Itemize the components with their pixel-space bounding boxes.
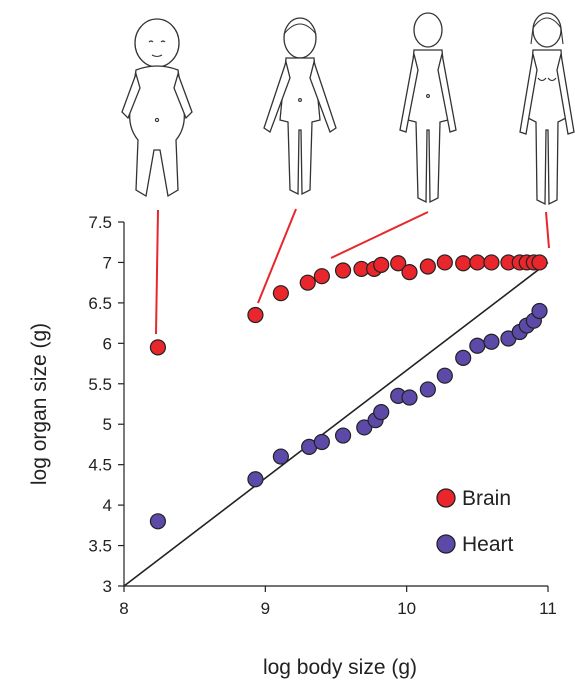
brain-point [390,255,407,272]
y-tick-label: 5.5 [88,375,112,394]
y-tick-label: 4.5 [88,456,112,475]
x-tick-label: 10 [397,599,416,618]
x-axis-ticks: 8 9 10 11 [119,586,557,618]
brain-point [401,264,418,281]
brain-point [436,254,453,271]
legend: Brain Heart [436,487,514,556]
heart-point [483,333,500,350]
heart-point [401,389,418,406]
x-tick-label: 8 [119,599,128,618]
legend-label-heart: Heart [462,533,514,556]
legend-marker-heart [436,534,456,554]
heart-point [455,349,472,366]
brain-point [272,285,289,302]
y-tick-label: 6 [103,334,112,353]
heart-point [272,448,289,465]
heart-point [313,433,330,451]
brain-point [483,254,500,271]
brain-point [469,254,486,271]
heart-point [373,403,390,421]
heart-point [334,427,352,444]
y-tick-label: 5 [103,415,112,434]
y-tick-label: 7 [103,253,112,272]
data-points [149,254,548,530]
callout-lines [155,208,550,335]
brain-point [419,258,436,275]
heart-point [469,337,486,354]
brain-point [299,274,316,291]
reference-line [123,261,549,587]
x-axis-title: log body size (g) [263,656,417,679]
brain-point [334,262,352,279]
heart-point [419,381,436,398]
heart-point [531,302,548,320]
child-figure-icon [263,17,337,196]
brain-point [373,256,390,273]
brain-point [247,306,264,324]
heart-point [247,471,264,488]
y-tick-label: 4 [103,496,112,515]
adolescent-figure-icon [399,12,457,204]
legend-marker-brain [436,488,456,508]
x-tick-label: 9 [261,599,270,618]
y-axis-title: log organ size (g) [28,323,51,485]
brain-point [313,268,330,285]
callout-line-child [257,208,297,304]
adult-figure-icon [519,12,575,206]
brain-point [531,254,548,271]
y-tick-label: 6.5 [88,294,112,313]
heart-point [149,513,167,530]
x-tick-label: 11 [539,599,557,618]
callout-line-adolescent [330,211,429,259]
infant-figure-icon [121,18,193,198]
heart-point [436,367,453,384]
callout-line-adult [545,211,550,249]
y-axis-ticks: 3 3.5 4 4.5 5 5.5 6 6.5 7 7.5 [88,213,124,596]
callout-line-infant [155,209,159,335]
y-tick-label: 7.5 [88,213,112,232]
y-tick-label: 3.5 [88,537,112,556]
y-tick-label: 3 [103,577,112,596]
brain-point [455,255,472,272]
brain-point [149,339,167,356]
heart-point [356,419,373,436]
legend-label-brain: Brain [462,487,511,510]
